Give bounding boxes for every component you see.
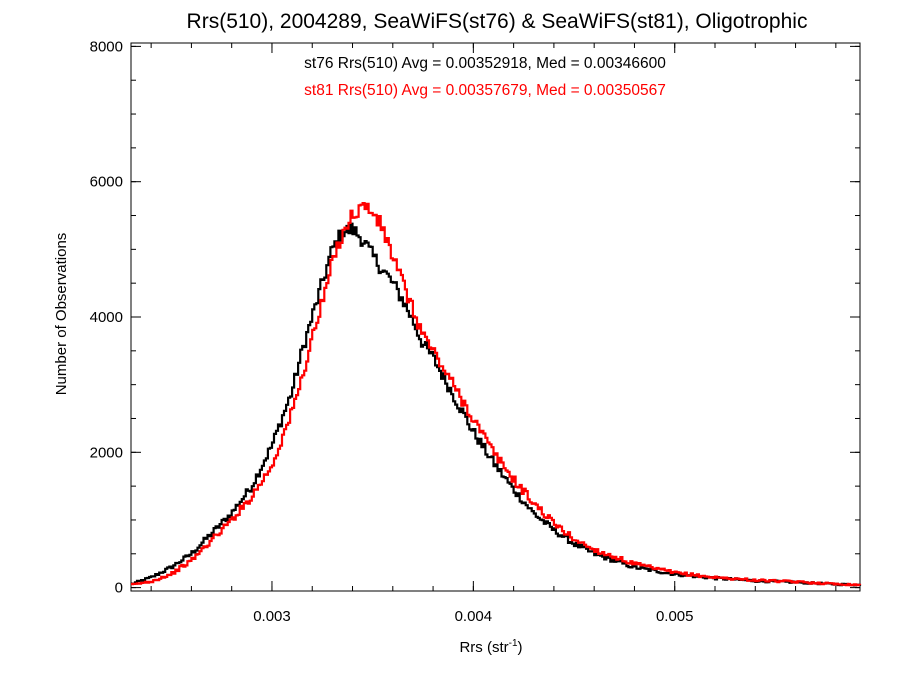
annotation-st81: st81 Rrs(510) Avg = 0.00357679, Med = 0.… [304,82,666,99]
y-tick-label: 0 [115,580,123,597]
series-layer [131,202,862,587]
x-axis-title-main: Rrs (str [459,639,508,656]
y-tick-label: 8000 [90,38,123,55]
x-axis-title: Rrs (str-1) [459,638,522,656]
x-axis-ticks: 0.003 0.004 0.005 [150,43,837,625]
y-tick-label: 2000 [90,444,123,461]
x-axis-title-close: ) [518,639,523,656]
y-tick-label: 4000 [90,309,123,326]
x-axis-title-sup: -1 [509,638,518,649]
x-tick-label: 0.004 [455,608,493,625]
y-axis-title: Number of Observations [53,233,70,396]
x-tick-label: 0.005 [656,608,694,625]
series-line-st76 [131,222,862,587]
y-tick-label: 6000 [90,174,123,191]
y-axis-ticks: 0 2000 4000 6000 8000 [90,38,860,597]
chart-title: Rrs(510), 2004289, SeaWiFS(st76) & SeaWi… [187,10,808,33]
annotation-st76: st76 Rrs(510) Avg = 0.00352918, Med = 0.… [304,55,666,72]
x-tick-label: 0.003 [253,608,291,625]
series-line-st81 [131,202,862,587]
